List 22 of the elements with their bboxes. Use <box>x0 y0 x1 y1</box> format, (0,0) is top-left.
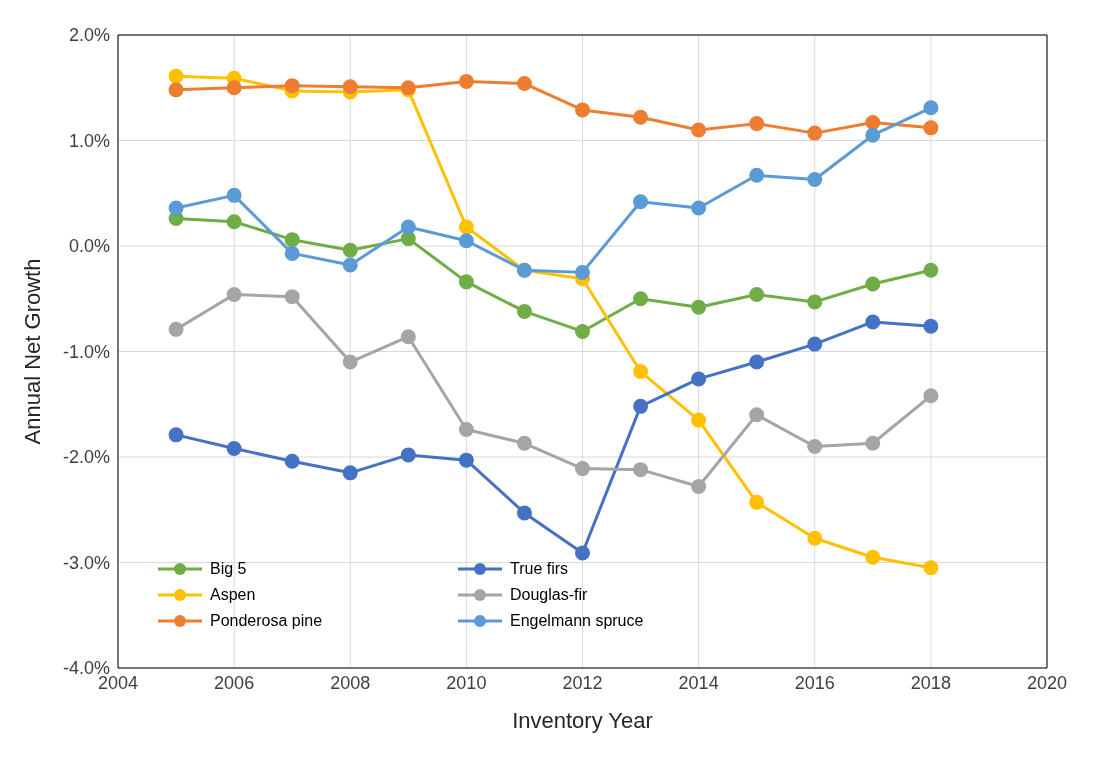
x-tick-label: 2012 <box>562 672 603 693</box>
y-tick-label: 2.0% <box>68 25 110 46</box>
legend-label: Ponderosa pine <box>210 612 323 630</box>
x-tick-label: 2020 <box>1026 672 1068 693</box>
x-tick-label: 2018 <box>910 672 951 693</box>
y-tick-label: -1.0% <box>62 341 110 362</box>
legend-label: Douglas-fir <box>510 586 588 604</box>
x-tick-label: 2016 <box>794 672 835 693</box>
x-tick-label: 2008 <box>330 672 371 693</box>
y-tick-label: 0.0% <box>68 236 110 257</box>
legend-label: Big 5 <box>210 560 247 578</box>
legend-label: Engelmann spruce <box>510 612 644 630</box>
x-tick-label: 2006 <box>214 672 255 693</box>
y-tick-label: -2.0% <box>62 447 110 468</box>
x-axis-title: Inventory Year <box>512 708 653 733</box>
y-tick-label: -3.0% <box>62 552 110 573</box>
legend-label: True firs <box>510 560 569 578</box>
x-tick-label: 2014 <box>678 672 719 693</box>
legend-label: Aspen <box>210 586 256 604</box>
y-axis-title: Annual Net Growth <box>19 258 45 445</box>
x-tick-label: 2010 <box>446 672 487 693</box>
y-tick-label: 1.0% <box>68 130 110 151</box>
